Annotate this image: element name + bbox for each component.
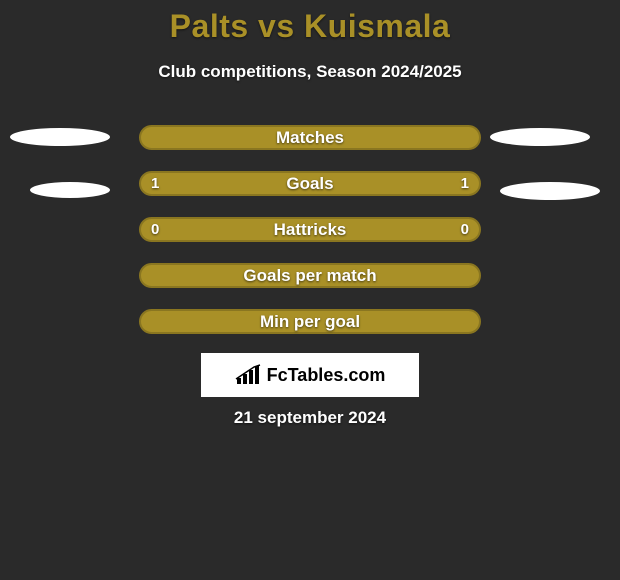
stat-row-hattricks: 0 Hattricks 0 [139,217,481,242]
player-marker-left-2 [30,182,110,198]
subtitle: Club competitions, Season 2024/2025 [0,62,620,82]
player-marker-right-2 [500,182,600,200]
stat-row-matches: Matches [139,125,481,150]
stat-label: Matches [139,125,481,150]
player-marker-left-1 [10,128,110,146]
comparison-card: Palts vs Kuismala Club competitions, Sea… [0,0,620,580]
stat-label: Goals [139,171,481,196]
brand-badge: FcTables.com [201,353,419,397]
page-title: Palts vs Kuismala [0,8,620,45]
stat-row-min-per-goal: Min per goal [139,309,481,334]
bar-chart-icon [235,364,261,386]
stat-row-goals-per-match: Goals per match [139,263,481,288]
stat-value-right: 1 [461,171,469,196]
stat-value-right: 0 [461,217,469,242]
date-text: 21 september 2024 [0,408,620,428]
player-marker-right-1 [490,128,590,146]
stat-label: Min per goal [139,309,481,334]
stat-label: Goals per match [139,263,481,288]
stat-row-goals: 1 Goals 1 [139,171,481,196]
brand-text: FcTables.com [267,365,386,386]
stat-label: Hattricks [139,217,481,242]
